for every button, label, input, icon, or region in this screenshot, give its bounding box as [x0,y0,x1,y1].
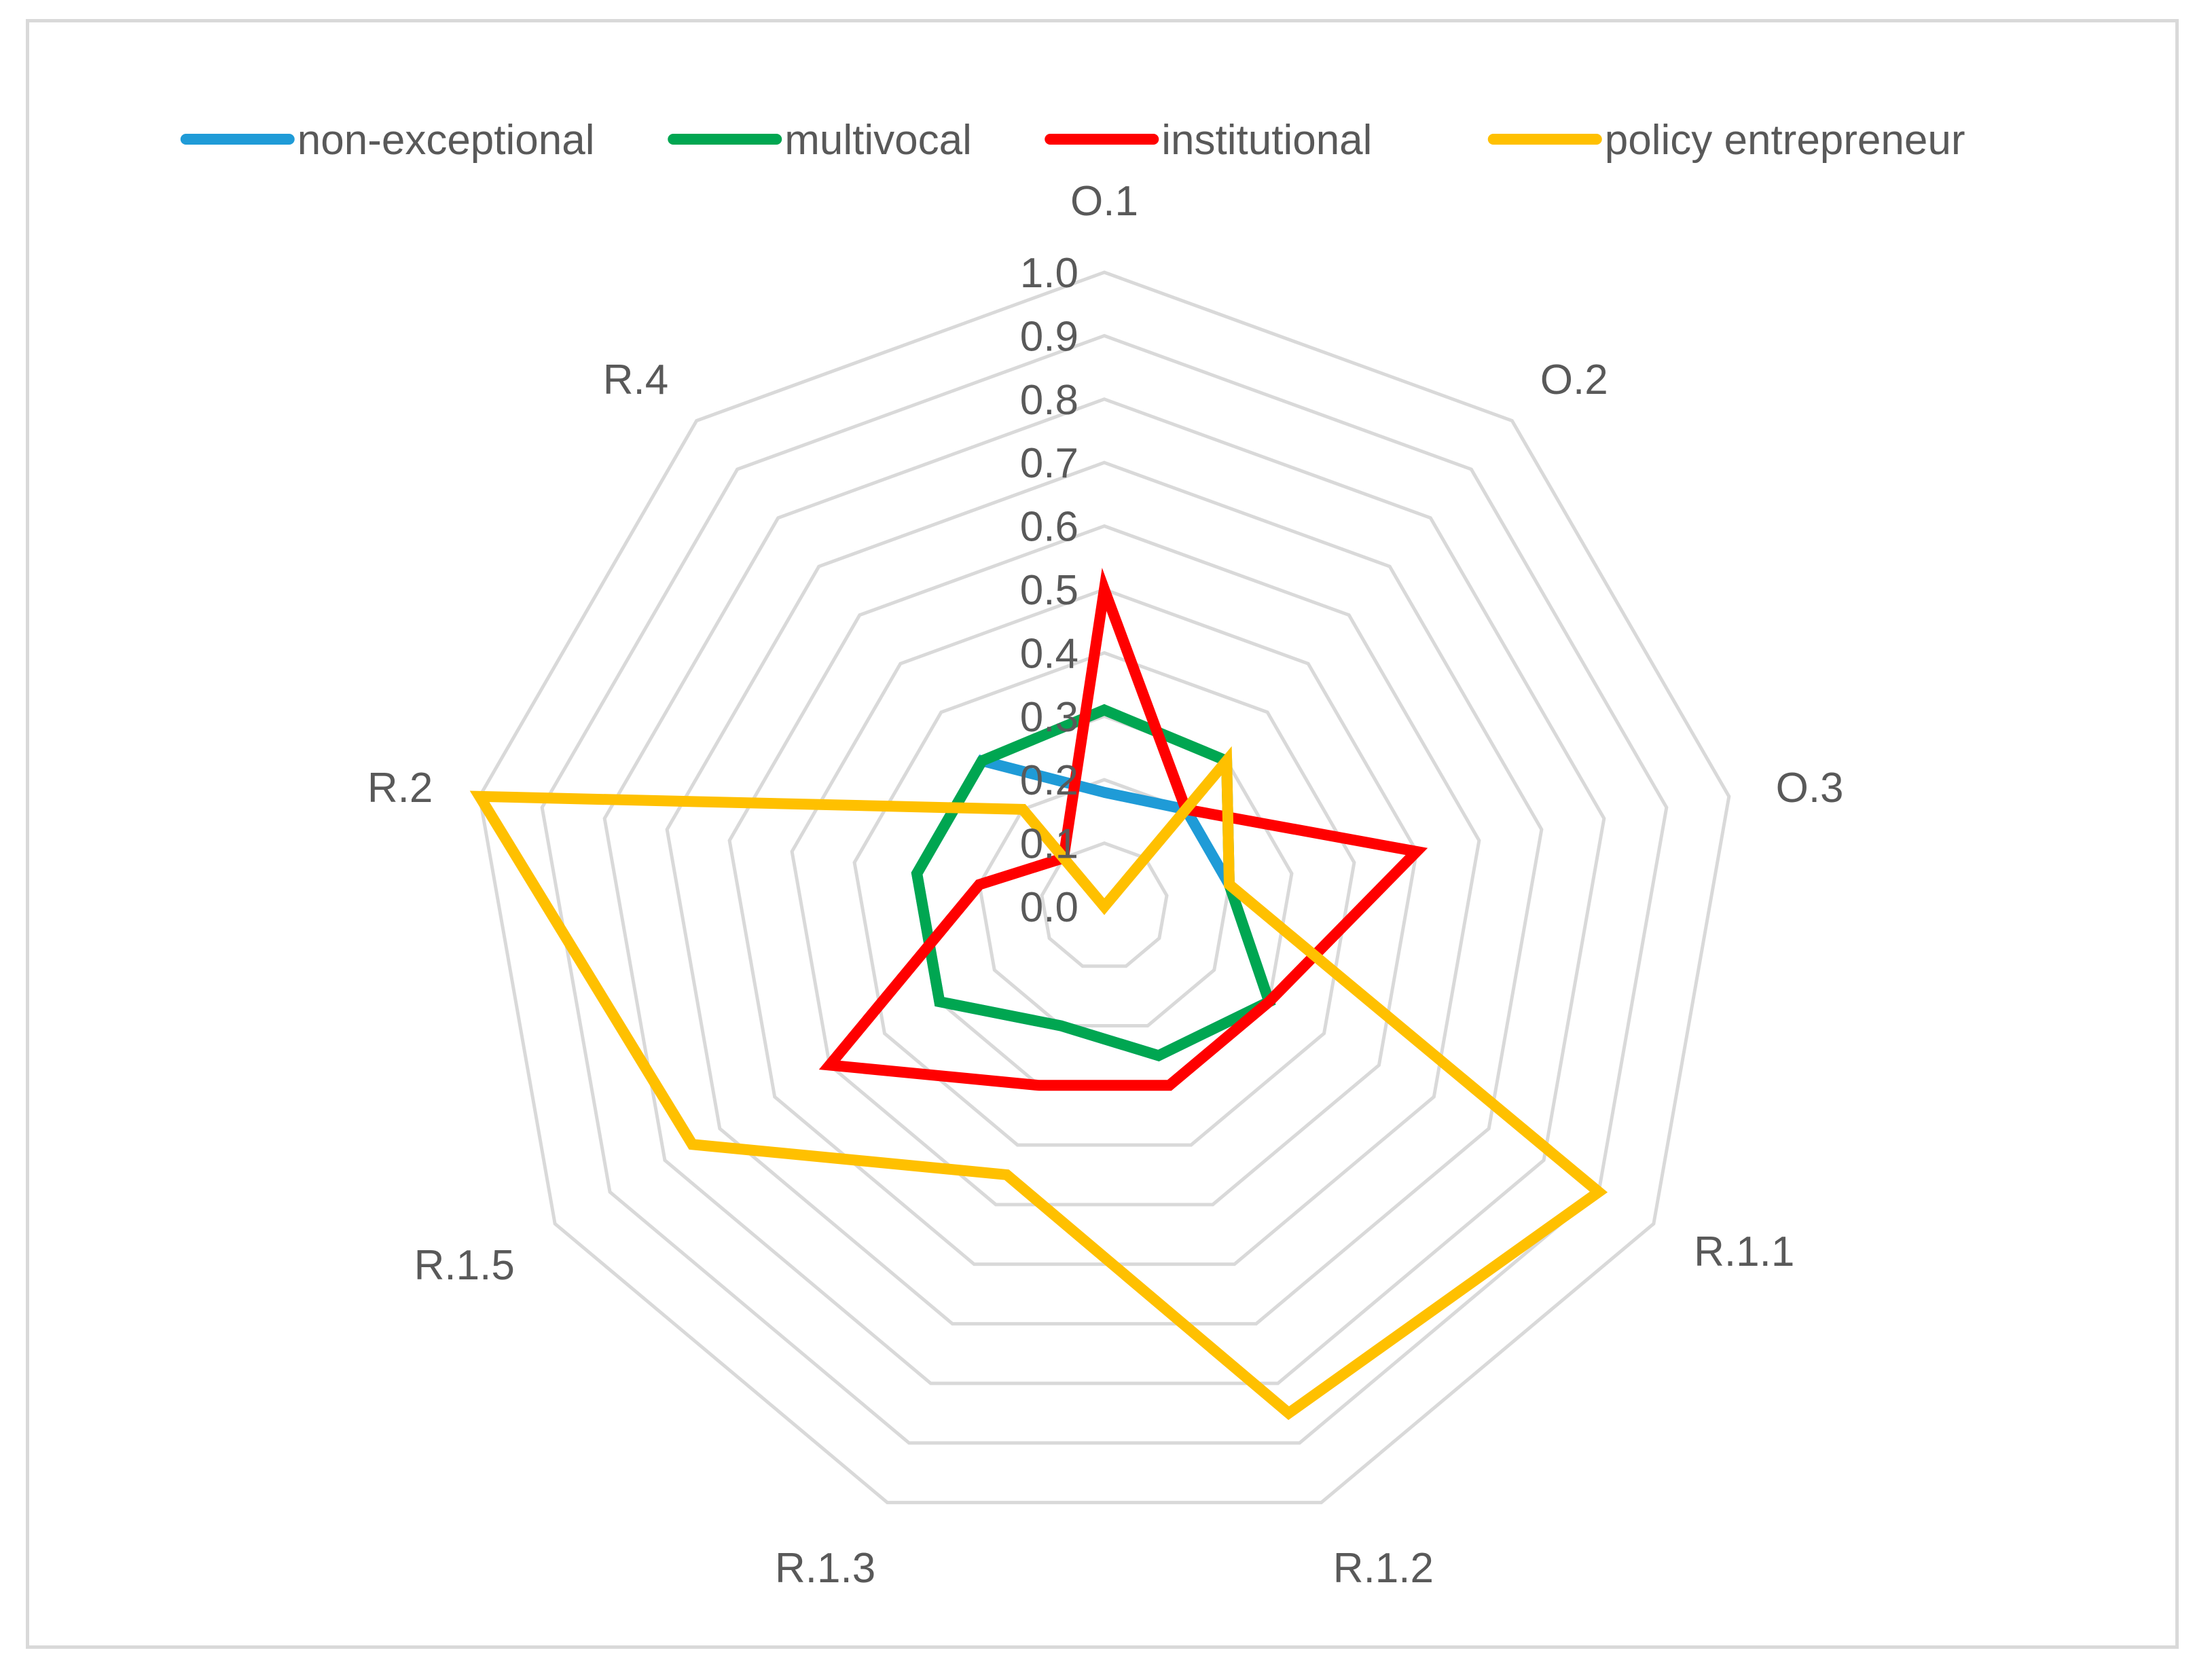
axis-label: R.1.3 [775,1545,875,1592]
grid-ring [1040,841,1169,968]
tick-label: 0.1 [1020,821,1078,868]
axis-label: O.3 [1776,765,1844,811]
legend-item: institutional [1045,117,1372,164]
chart-frame: non-exceptional multivocal institutional po… [26,19,2179,1649]
axis-label: R.1.1 [1694,1228,1794,1275]
axis-label: R.2 [367,765,433,811]
tick-labels: 0.0 0.1 0.2 0.3 0.4 0.5 0.6 0.7 0.8 0.9 1.0 [1020,250,1078,931]
legend-label: institutional [1161,117,1372,164]
radar-chart: non-exceptional multivocal institutional po… [180,117,1965,1592]
axis-label: R.4 [603,357,668,403]
legend-item: non-exceptional [180,117,595,164]
radar-grid [477,270,1731,1505]
grid-ring [852,651,1356,1147]
axis-labels: O.1 O.2 O.3 R.1.1 R.1.2 R.1.3 R.1.5 R.2 R.4 [367,178,1844,1592]
tick-label: 0.5 [1020,567,1078,614]
tick-label: 0.9 [1020,313,1078,360]
series-layer [469,568,1608,1421]
grid-ring [540,333,1669,1445]
grid-ring [602,397,1606,1385]
tick-label: 0.7 [1020,440,1078,487]
legend-label: multivocal [784,117,972,164]
grid-ring [477,270,1731,1505]
series-line-policy-entrepreneur [469,746,1608,1421]
grid-ring [790,587,1419,1207]
legend-label: policy entrepreneur [1605,117,1965,164]
axis-label: O.2 [1540,357,1608,403]
tick-label: 0.0 [1020,884,1078,931]
axis-label: O.1 [1070,178,1138,225]
legend-item: policy entrepreneur [1487,117,1965,164]
tick-label: 1.0 [1020,250,1078,297]
tick-label: 0.4 [1020,630,1078,677]
grid-ring [665,460,1544,1326]
axis-label: R.1.2 [1333,1545,1434,1592]
legend: non-exceptional multivocal institutional po… [180,117,1965,164]
axis-label: R.1.5 [414,1242,515,1289]
tick-label: 0.2 [1020,757,1078,804]
tick-label: 0.6 [1020,504,1078,551]
series-line-multivocal [911,704,1276,1061]
legend-label: non-exceptional [297,117,595,164]
tick-label: 0.8 [1020,377,1078,424]
tick-label: 0.3 [1020,694,1078,741]
legend-item: multivocal [668,117,972,164]
series-line-institutional [818,568,1428,1091]
